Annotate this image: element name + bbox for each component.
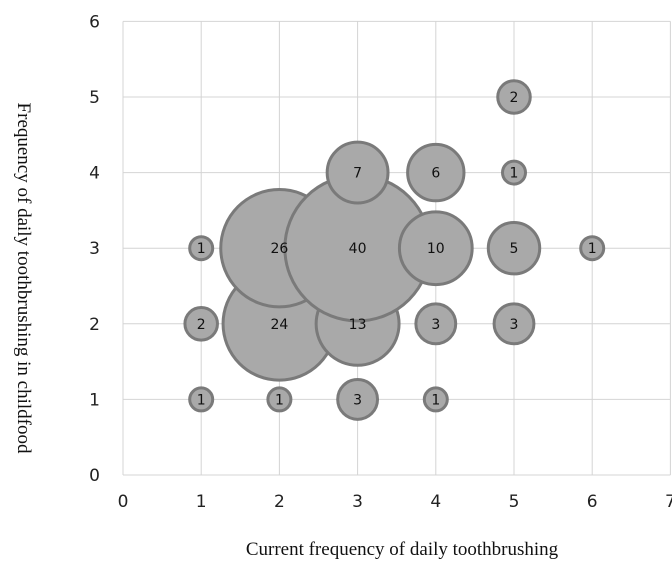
- bubble-count-label: 1: [197, 241, 206, 257]
- bubble: [188, 386, 215, 413]
- x-tick-label: 5: [509, 492, 520, 512]
- x-tick-label: 2: [274, 492, 285, 512]
- bubble: [406, 142, 466, 203]
- bubble: [496, 79, 532, 115]
- bubble: [336, 377, 380, 421]
- bubble-count-label: 7: [353, 166, 362, 182]
- bubble-count-label: 3: [353, 392, 362, 408]
- bubble: [414, 302, 458, 346]
- bubble: [188, 235, 215, 262]
- bubble-count-label: 13: [349, 317, 367, 333]
- x-tick-label: 0: [118, 492, 129, 512]
- x-tick-label: 7: [665, 492, 672, 512]
- x-tick-label: 6: [587, 492, 598, 512]
- y-tick-label: 5: [89, 88, 100, 108]
- bubble-count-label: 24: [270, 317, 288, 333]
- bubble: [492, 302, 536, 346]
- bubble: [325, 140, 390, 205]
- bubble-count-label: 2: [510, 90, 519, 106]
- bubble-count-label: 1: [510, 166, 519, 182]
- bubble-count-label: 10: [427, 241, 445, 257]
- bubble-count-label: 1: [197, 392, 206, 408]
- bubble-count-label: 26: [270, 241, 288, 257]
- bubble-count-label: 1: [588, 241, 597, 257]
- bubble: [501, 159, 527, 186]
- x-tick-label: 1: [196, 492, 207, 512]
- bubble-count-label: 2: [197, 317, 206, 333]
- bubble: [579, 235, 606, 262]
- bubble-count-label: 1: [275, 392, 284, 408]
- y-tick-label: 1: [89, 390, 100, 410]
- x-tick-label: 4: [430, 492, 441, 512]
- y-tick-label: 0: [89, 466, 100, 486]
- y-tick-label: 3: [89, 239, 100, 259]
- bubble: [397, 210, 474, 287]
- bubble-count-label: 6: [431, 166, 440, 182]
- bubble-count-label: 3: [510, 317, 519, 333]
- bubble-count-label: 1: [431, 392, 440, 408]
- bubble: [486, 220, 542, 276]
- y-axis-title: Frequency of daily toothbrushing in chil…: [13, 103, 34, 454]
- bubble: [422, 386, 449, 413]
- y-tick-label: 6: [89, 12, 100, 32]
- x-tick-label: 3: [352, 492, 363, 512]
- bubble-count-label: 3: [431, 317, 440, 333]
- bubbles: 1 1 3 12 24 13 3 31 26 40 10 5 17 6 12: [183, 79, 606, 421]
- y-tick-label: 4: [89, 164, 100, 184]
- bubble: [266, 386, 293, 413]
- bubble-count-label: 40: [349, 241, 367, 257]
- bubble-count-label: 5: [510, 241, 519, 257]
- bubble: [183, 306, 219, 342]
- x-axis-title: Current frequency of daily toothbrushing: [246, 539, 559, 560]
- y-tick-label: 2: [89, 315, 100, 335]
- tick-labels: 0 1 2 3 4 5 6 7 0 1 2 3 4 5 6: [89, 12, 672, 512]
